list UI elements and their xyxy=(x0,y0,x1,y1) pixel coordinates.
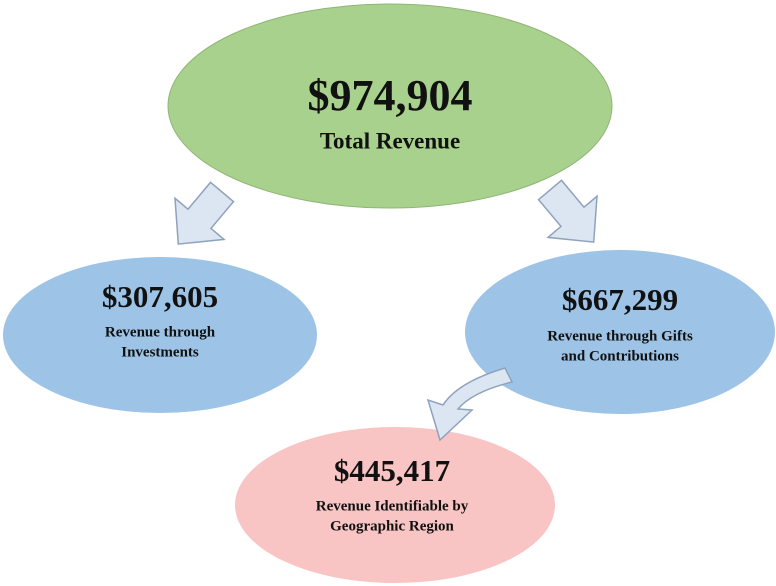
arrow xyxy=(537,179,598,243)
node-label: Investments xyxy=(121,344,199,360)
node-label: Revenue through Gifts xyxy=(547,328,693,344)
node-label: Total Revenue xyxy=(320,128,460,153)
curved-arrow xyxy=(426,367,514,442)
total-node xyxy=(167,3,613,209)
node-label: Revenue through xyxy=(105,324,216,340)
node-label: and Contributions xyxy=(561,348,679,364)
node-amount: $974,904 xyxy=(308,71,473,120)
node-label: Revenue Identifiable by xyxy=(316,498,469,514)
node-label: Geographic Region xyxy=(330,518,454,534)
node-amount: $667,299 xyxy=(562,282,678,317)
gifts-node xyxy=(465,250,775,414)
node-amount: $307,605 xyxy=(102,279,218,314)
geographic-node xyxy=(235,427,555,583)
arrow xyxy=(174,181,235,245)
node-amount: $445,417 xyxy=(334,453,450,488)
investments-node xyxy=(3,257,317,413)
